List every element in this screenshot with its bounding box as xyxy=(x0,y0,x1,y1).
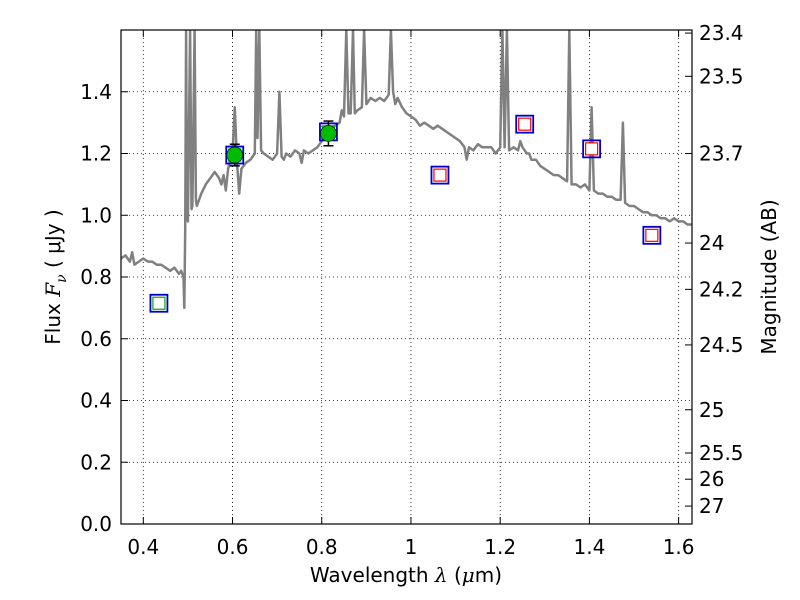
model-box-inner xyxy=(518,117,532,131)
y-tick-label: 1.0 xyxy=(80,203,112,227)
y2-tick-label: 23.7 xyxy=(699,142,744,166)
y2-tick-label: 24.2 xyxy=(699,277,744,301)
y-tick-label: 0.2 xyxy=(80,450,112,474)
y-tick-label: 1.2 xyxy=(80,142,112,166)
y-tick-label: 0.4 xyxy=(80,389,112,413)
y2-tick-label: 25.5 xyxy=(699,441,744,465)
y2-tick-label: 23.5 xyxy=(699,64,744,88)
x-tick-label: 0.4 xyxy=(127,535,159,559)
y-tick-label: 0.8 xyxy=(80,265,112,289)
measured-point xyxy=(226,146,244,164)
x-tick-label: 1.2 xyxy=(484,535,516,559)
axis-ticks: 0.4 0.6 0.8 1 1.2 1.4 1.6 0.0 0.2 0.4 0.6 0.8 1.0 1.2… xyxy=(80,21,743,559)
y-tick-label: 0.0 xyxy=(80,512,112,536)
y-tick-label: 1.4 xyxy=(80,80,112,104)
model-box-marker xyxy=(642,225,662,245)
y2-tick-label: 23.4 xyxy=(699,21,744,45)
x-tick-label: 0.8 xyxy=(306,535,338,559)
x-tick-label: 1 xyxy=(405,535,418,559)
model-box-marker xyxy=(430,165,450,185)
model-box-marker xyxy=(582,139,602,159)
x-tick-label: 1.6 xyxy=(663,535,695,559)
y2-tick-label: 26 xyxy=(699,467,724,491)
x-axis-label: Wavelength λ (μm) xyxy=(310,563,502,587)
marker-layer xyxy=(149,114,662,313)
model-box-inner xyxy=(152,296,166,310)
y2-tick-label: 25 xyxy=(699,398,724,422)
model-box-inner xyxy=(645,228,659,242)
y-axis-label: Flux Fν ( μJy ) xyxy=(41,209,70,344)
spectrum-line xyxy=(121,30,692,310)
model-box-inner xyxy=(433,168,447,182)
y2-tick-label: 24 xyxy=(699,231,724,255)
x-tick-label: 1.4 xyxy=(573,535,605,559)
measured-point xyxy=(320,125,337,142)
spectrum-layer xyxy=(121,30,692,310)
y2-axis-label: Magnitude (AB) xyxy=(757,199,781,354)
y-tick-label: 0.6 xyxy=(80,327,112,351)
model-box-marker xyxy=(515,114,535,134)
y2-tick-label: 27 xyxy=(699,494,724,518)
model-box-inner xyxy=(585,142,599,156)
model-box-marker xyxy=(149,293,169,313)
x-tick-label: 0.6 xyxy=(217,535,249,559)
y2-tick-label: 24.5 xyxy=(699,333,744,357)
